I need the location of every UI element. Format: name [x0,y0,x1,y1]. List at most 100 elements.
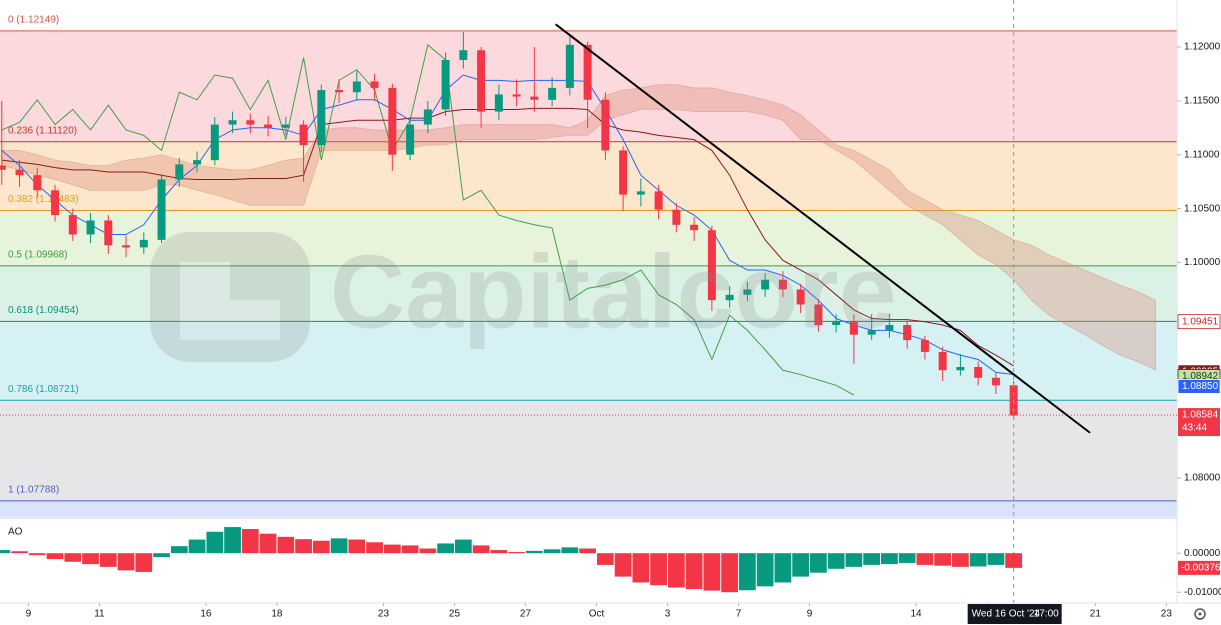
candle-body [228,120,237,125]
x-tick-label: 23 [1161,609,1173,620]
ao-bar [810,553,827,573]
candle-body [778,279,787,290]
ao-bar [685,553,703,590]
ao-bar [792,553,810,577]
x-tick-label: 21 [1090,609,1102,620]
candle-body [601,99,610,151]
ao-bar [153,553,170,558]
candle-body [974,367,983,378]
ao-bar [241,529,259,554]
ao-bar [259,533,277,554]
ao-bar [46,553,64,560]
candle-body [849,321,858,335]
candle-body [991,377,1000,386]
candle-body [885,324,894,331]
price-tag [1177,379,1221,394]
ao-bar [419,548,437,554]
ao-bar [952,553,969,567]
crosshair-label-box [967,604,1062,624]
ao-bar [703,553,721,591]
ao-bar [543,549,561,554]
ao-bar [330,538,348,554]
candle-body [51,190,60,216]
x-tick-label: 23 [378,609,390,620]
settings-gear[interactable] [1194,608,1206,620]
logo-shape [150,232,310,362]
x-tick-label: 16 [200,609,212,620]
x-tick-label: 9 [26,609,32,620]
candle-body [672,209,681,225]
crosshair-date: Wed 16 Oct '24 [972,609,1041,620]
ao-bar [579,548,596,554]
ao-bar [348,539,366,554]
ao-bar [117,553,135,571]
candle-body [175,164,184,180]
candle-body [548,87,557,100]
ao-bar [667,553,685,588]
candle-body [299,124,308,146]
ao-bar [383,544,401,554]
candle-body [761,279,770,290]
crosshair-time: 17:00 [1034,609,1059,620]
ao-bar [490,550,508,554]
settings-icon[interactable] [1194,608,1206,620]
ao-bar [401,545,419,554]
candle-body [15,169,24,176]
ao-bar [827,553,845,569]
settings-gear-center[interactable] [1198,612,1202,616]
candle-body [690,224,699,231]
ao-bar [969,553,987,567]
ao-bar [934,553,952,566]
candle-body [920,340,929,352]
candle-body [370,81,379,88]
candle-body [352,81,361,93]
watermark-logo [150,232,310,362]
x-tick-label: 9 [807,609,813,620]
candle-body [814,304,823,325]
ao-y-tick-label: 0.00000 [1184,548,1221,559]
chikou-line [1,43,855,396]
candle-body [903,324,912,341]
candle-body [441,59,450,110]
candle-body [335,90,344,93]
ao-tag [1178,560,1220,575]
candle-body [725,294,734,301]
fib-label: 0.5 (1.09968) [8,250,68,261]
y-tick-label: 1.10000 [1184,257,1221,268]
candle-body [104,220,113,246]
ao-bar [596,553,614,565]
ao-bar [614,553,632,577]
fib-band [0,265,1177,322]
ao-bar [632,553,650,583]
candle-body [122,245,131,248]
x-tick-label: 11 [94,609,105,620]
ao-bar [916,553,934,565]
ao-bar [82,553,99,565]
ao-bar [756,553,774,587]
ao-bar [561,547,579,554]
y-tick-label: 1.11500 [1184,95,1220,106]
ao-bar [224,527,241,554]
countdown: 43:44 [1182,423,1207,434]
ao-tag-label: -0.00376 [1181,563,1221,574]
ao-bar [135,553,153,572]
ao-bar [99,553,117,567]
ao-bar [28,553,46,556]
candle-body [193,160,202,165]
candle-body [33,175,42,191]
candle-body [86,220,95,235]
ao-bar [454,539,472,554]
candle-body [565,44,574,88]
ao-bar [863,553,881,565]
candle-body [494,94,503,112]
ao-bar [845,553,863,567]
candle-body [477,50,486,112]
fib-label: 0.382 (1.10483) [8,194,79,205]
ao-bar [170,546,188,554]
candle-body [956,367,965,371]
candle-body [139,239,148,248]
candle-body [619,150,628,195]
candle-body [459,50,468,60]
